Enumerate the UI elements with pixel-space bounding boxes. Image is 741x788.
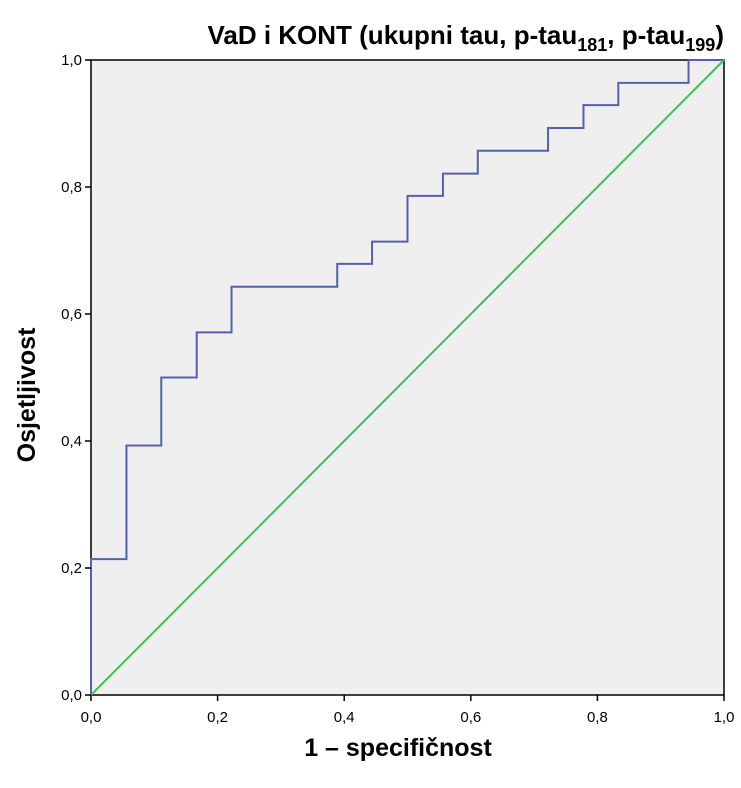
y-tick-label: 0,2 [61, 560, 82, 577]
reference-diagonal-line [90, 59, 725, 696]
y-tick-label: 0,6 [61, 306, 82, 323]
roc-curve-line [90, 59, 724, 695]
chart-title: VaD i KONT (ukupni tau, p-tau181, p-tau1… [207, 20, 724, 55]
x-tick-label: 1,0 [714, 709, 735, 726]
series-layer [90, 59, 725, 696]
x-tick-label: 0,2 [207, 709, 228, 726]
y-axis-label: Osjetljivost [13, 327, 41, 462]
x-axis-label: 1 – specifičnost [304, 734, 492, 762]
chart-title-main: VaD i KONT (ukupni tau, p-tau [207, 20, 577, 50]
chart-title-end: ) [715, 20, 724, 50]
y-tick-label: 0,8 [61, 179, 82, 196]
chart-title-subscript-181: 181 [577, 35, 607, 55]
x-tick-label: 0,0 [81, 709, 102, 726]
tick-layer: 0,0 0,2 0,4 0,6 0,8 1,0 0,0 0,2 0,4 0,6 0,8 1,0 [61, 52, 734, 726]
x-tick-label: 0,6 [460, 709, 481, 726]
chart-title-subscript-199: 199 [685, 35, 715, 55]
y-tick-label: 1,0 [61, 52, 82, 69]
chart-title-mid: , p-tau [607, 20, 685, 50]
y-tick-label: 0,0 [61, 687, 82, 704]
x-tick-label: 0,8 [587, 709, 608, 726]
x-tick-label: 0,4 [334, 709, 355, 726]
y-tick-label: 0,4 [61, 433, 82, 450]
